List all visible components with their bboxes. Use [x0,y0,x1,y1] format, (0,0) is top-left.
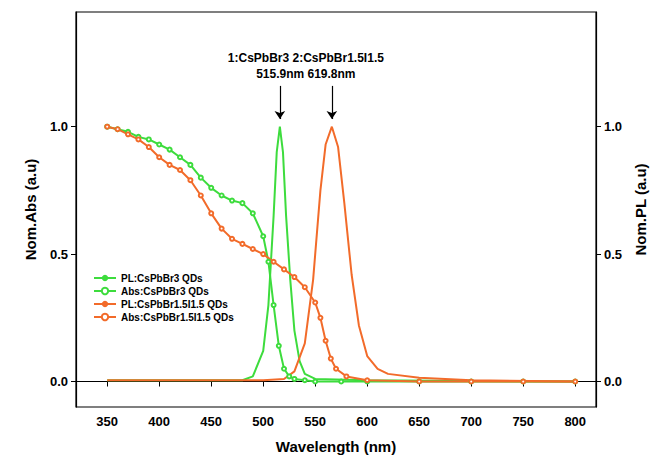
svg-text:1:CsPbBr3 2:CsPbBr1.5I1.5: 1:CsPbBr3 2:CsPbBr1.5I1.5 [228,51,384,65]
svg-text:1.0: 1.0 [604,119,622,134]
svg-text:515.9nm 619.8nm: 515.9nm 619.8nm [256,67,355,81]
svg-text:350: 350 [96,414,118,429]
svg-text:500: 500 [252,414,274,429]
svg-text:1.0: 1.0 [50,119,68,134]
svg-text:0.5: 0.5 [604,247,622,262]
svg-text:0.5: 0.5 [50,247,68,262]
svg-text:Nom.Abs (a.u): Nom.Abs (a.u) [22,159,39,261]
svg-text:0.0: 0.0 [604,374,622,389]
svg-text:0.0: 0.0 [50,374,68,389]
svg-text:700: 700 [460,414,482,429]
svg-text:650: 650 [408,414,430,429]
svg-text:450: 450 [200,414,222,429]
svg-text:PL:CsPbBr1.5I1.5 QDs: PL:CsPbBr1.5I1.5 QDs [121,299,228,310]
svg-text:Abs:CsPbBr1.5I1.5 QDs: Abs:CsPbBr1.5I1.5 QDs [121,312,234,323]
svg-text:400: 400 [148,414,170,429]
svg-text:Nom.PL (a.u): Nom.PL (a.u) [632,163,649,255]
svg-text:750: 750 [512,414,534,429]
svg-text:Wavelength (nm): Wavelength (nm) [276,438,396,455]
svg-text:550: 550 [304,414,326,429]
svg-text:600: 600 [356,414,378,429]
svg-text:800: 800 [564,414,586,429]
svg-text:Abs:CsPbBr3 QDs: Abs:CsPbBr3 QDs [121,286,209,297]
svg-text:PL:CsPbBr3 QDs: PL:CsPbBr3 QDs [121,273,203,284]
